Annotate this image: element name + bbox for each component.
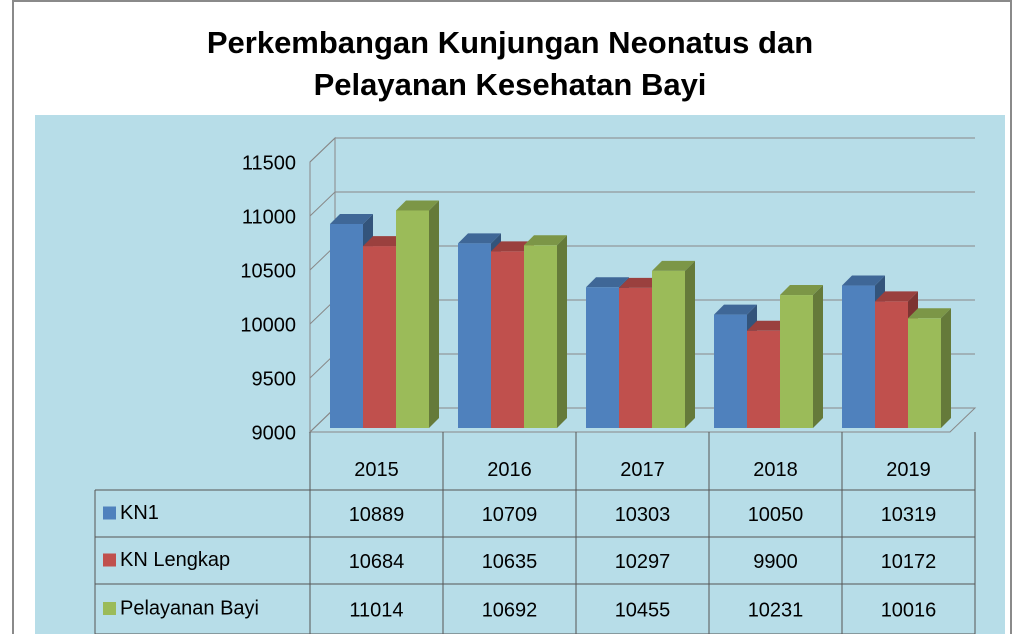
bar-side bbox=[941, 308, 951, 428]
y-tick-label: 11000 bbox=[242, 206, 296, 228]
table-value: 10050 bbox=[748, 504, 804, 526]
bar-top bbox=[714, 304, 757, 315]
bar bbox=[780, 295, 813, 428]
y-tick-label: 9500 bbox=[252, 368, 297, 390]
x-tick-label: 2019 bbox=[886, 459, 931, 481]
table-value: 10709 bbox=[482, 504, 538, 526]
bar-side bbox=[813, 285, 823, 428]
table-value: 10319 bbox=[881, 504, 937, 526]
bar bbox=[330, 223, 363, 428]
table-value: 10172 bbox=[881, 551, 937, 573]
bar-top bbox=[524, 235, 567, 246]
bar bbox=[458, 243, 491, 428]
bar-side bbox=[685, 260, 695, 428]
bar bbox=[842, 285, 875, 428]
bar-top bbox=[842, 275, 885, 286]
bar bbox=[652, 270, 685, 428]
table-value: 10303 bbox=[615, 504, 671, 526]
bar bbox=[875, 301, 908, 428]
legend-label: KN1 bbox=[120, 502, 159, 524]
bar bbox=[747, 330, 780, 428]
table-value: 10889 bbox=[349, 504, 405, 526]
table-value: 10692 bbox=[482, 599, 538, 621]
bar-top bbox=[458, 233, 501, 244]
legend-label: KN Lengkap bbox=[120, 549, 230, 571]
y-tick-label: 10000 bbox=[240, 314, 296, 336]
bar-top bbox=[747, 320, 790, 331]
bar-top bbox=[780, 285, 823, 296]
bar-side bbox=[429, 200, 439, 428]
chart-title: Perkembangan Kunjungan Neonatus dan Pela… bbox=[206, 25, 814, 102]
bar-top bbox=[330, 213, 373, 224]
y-tick-label: 10500 bbox=[240, 260, 296, 282]
bar bbox=[524, 245, 557, 428]
legend-label: Pelayanan Bayi bbox=[120, 597, 259, 619]
bar bbox=[363, 246, 396, 428]
bar-top bbox=[586, 277, 629, 288]
grid-line bbox=[309, 191, 975, 217]
legend-key bbox=[103, 506, 116, 520]
bar-top bbox=[875, 291, 918, 302]
table-value: 10297 bbox=[615, 551, 671, 573]
grid-line bbox=[309, 137, 975, 163]
y-tick-label: 11500 bbox=[242, 152, 296, 174]
bar bbox=[714, 314, 747, 428]
x-tick-label: 2016 bbox=[487, 459, 532, 481]
bar bbox=[396, 210, 429, 428]
bar-side bbox=[557, 235, 567, 428]
bar-top bbox=[491, 241, 534, 252]
table-value: 10635 bbox=[482, 551, 538, 573]
x-tick-label: 2018 bbox=[753, 459, 798, 481]
table-value: 10016 bbox=[881, 599, 937, 621]
y-tick-label: 9000 bbox=[252, 422, 297, 444]
chart-frame bbox=[12, 0, 1012, 634]
table-value: 11014 bbox=[349, 599, 403, 621]
legend-key bbox=[103, 602, 116, 615]
bar bbox=[619, 287, 652, 428]
x-tick-label: 2015 bbox=[354, 459, 399, 481]
table-value: 10455 bbox=[615, 599, 671, 621]
bar-top bbox=[396, 200, 439, 211]
table-value: 10231 bbox=[748, 599, 804, 621]
bar-top bbox=[363, 236, 406, 247]
bar bbox=[491, 251, 524, 428]
legend-key bbox=[103, 553, 116, 567]
bar-top bbox=[652, 260, 695, 271]
bar-top bbox=[619, 277, 662, 288]
bar bbox=[586, 287, 619, 428]
x-tick-label: 2017 bbox=[620, 459, 665, 481]
table-value: 9900 bbox=[753, 551, 798, 573]
bar bbox=[908, 318, 941, 428]
table-value: 10684 bbox=[349, 551, 405, 573]
bar-top bbox=[908, 308, 951, 319]
